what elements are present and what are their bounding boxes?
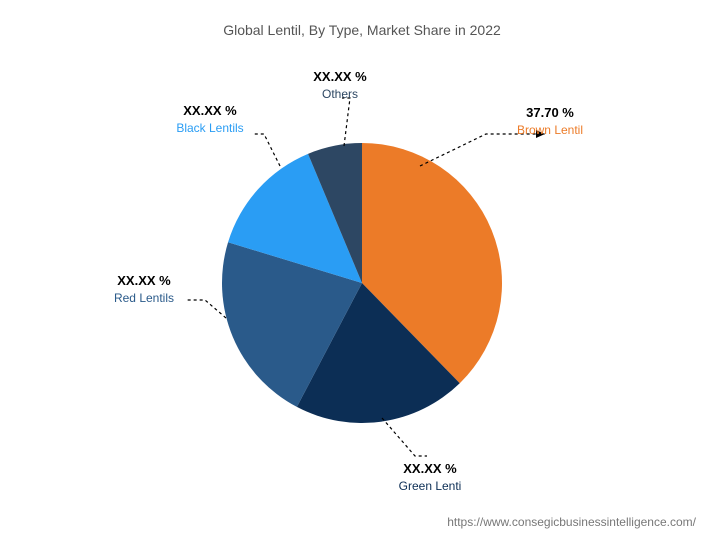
label-brown-name: Brown Lentil: [500, 122, 600, 138]
label-brown: 37.70 %Brown Lentil: [500, 104, 600, 138]
leader-green: [382, 418, 427, 456]
chart-title: Global Lentil, By Type, Market Share in …: [0, 0, 724, 38]
label-black-percent: XX.XX %: [160, 102, 260, 120]
label-green-percent: XX.XX %: [380, 460, 480, 478]
label-brown-percent: 37.70 %: [500, 104, 600, 122]
label-green-name: Green Lenti: [380, 478, 480, 494]
label-black-name: Black Lentils: [160, 120, 260, 136]
source-url: https://www.consegicbusinessintelligence…: [447, 515, 696, 529]
label-red-percent: XX.XX %: [94, 272, 194, 290]
label-green: XX.XX %Green Lenti: [380, 460, 480, 494]
label-others-name: Others: [290, 86, 390, 102]
label-red: XX.XX %Red Lentils: [94, 272, 194, 306]
label-black: XX.XX %Black Lentils: [160, 102, 260, 136]
leader-brown: [420, 134, 545, 166]
leader-black: [252, 134, 280, 166]
leader-others: [342, 98, 350, 146]
label-others: XX.XX %Others: [290, 68, 390, 102]
label-red-name: Red Lentils: [94, 290, 194, 306]
label-others-percent: XX.XX %: [290, 68, 390, 86]
pie-chart: 37.70 %Brown LentilXX.XX %Green LentiXX.…: [0, 38, 724, 508]
